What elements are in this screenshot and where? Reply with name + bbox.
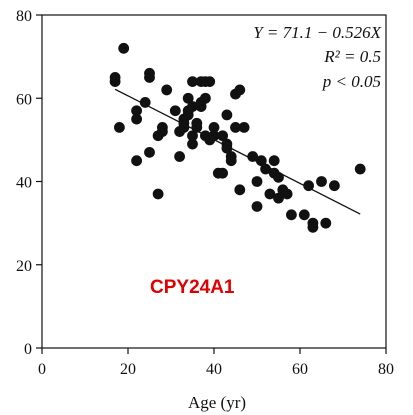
- data-point: [234, 84, 246, 96]
- axis-tick-labels: 0 20 40 60 80 0 20 40 60 80: [16, 8, 394, 378]
- data-point: [208, 121, 220, 133]
- data-point: [169, 105, 181, 117]
- data-point: [307, 221, 319, 233]
- data-point: [298, 209, 310, 221]
- data-point: [118, 42, 130, 54]
- data-point: [114, 121, 125, 133]
- data-point: [247, 151, 259, 162]
- data-point: [144, 146, 155, 158]
- data-point: [264, 188, 276, 200]
- data-point: [354, 163, 366, 175]
- equation-text: Y = 71.1 − 0.526X: [253, 23, 381, 42]
- data-point: [234, 184, 246, 196]
- data-point: [182, 92, 194, 104]
- axis-ticks: [36, 14, 387, 354]
- data-point: [187, 101, 198, 112]
- x-axis-title: Age (yr): [188, 393, 246, 412]
- y-tick-label: 60: [16, 91, 32, 108]
- x-tick-label: 0: [38, 361, 46, 378]
- data-point: [161, 84, 173, 96]
- y-tick-label: 40: [16, 175, 32, 192]
- data-point: [157, 121, 168, 133]
- equation-annotation: Y = 71.1 − 0.526X R² = 0.5 p < 0.05: [253, 23, 381, 91]
- data-point: [273, 171, 284, 183]
- y-tick-label: 80: [16, 8, 32, 25]
- data-point: [316, 176, 327, 187]
- data-point: [260, 163, 271, 175]
- data-point: [230, 121, 241, 133]
- data-point: [255, 155, 267, 167]
- data-point: [187, 138, 198, 150]
- data-point: [268, 155, 280, 167]
- data-point: [281, 188, 293, 200]
- data-point: [221, 142, 233, 154]
- data-point: [174, 151, 186, 162]
- data-point: [191, 121, 203, 133]
- data-point: [329, 180, 340, 192]
- r-squared-text: R² = 0.5: [323, 47, 381, 66]
- data-point: [109, 72, 121, 83]
- data-point: [225, 155, 237, 167]
- data-point: [208, 130, 220, 142]
- data-point: [182, 109, 194, 121]
- data-point: [178, 117, 190, 129]
- data-point: [251, 201, 263, 212]
- data-point: [221, 109, 233, 121]
- y-tick-label: 20: [16, 258, 32, 275]
- data-point: [131, 105, 143, 117]
- x-tick-label: 60: [292, 361, 308, 378]
- data-point: [200, 92, 211, 104]
- data-point: [187, 130, 198, 142]
- data-point: [204, 76, 216, 87]
- regression-line: [114, 88, 361, 215]
- data-point: [152, 188, 164, 200]
- data-point: [320, 217, 332, 229]
- x-tick-label: 80: [378, 361, 394, 378]
- data-point: [217, 130, 229, 142]
- y-tick-label: 0: [24, 341, 32, 358]
- gene-label: CPY24A1: [150, 277, 235, 298]
- data-point: [139, 97, 151, 108]
- data-point: [238, 121, 250, 133]
- x-tick-label: 20: [120, 361, 136, 378]
- data-point: [144, 67, 155, 79]
- x-tick-label: 40: [206, 361, 222, 378]
- data-point: [303, 180, 314, 192]
- p-value-text: p < 0.05: [322, 72, 381, 91]
- data-point: [187, 76, 198, 87]
- data-point: [131, 113, 143, 125]
- data-points: [109, 42, 366, 233]
- data-point: [286, 209, 297, 221]
- data-point: [273, 192, 284, 204]
- data-point: [251, 176, 263, 187]
- data-point: [131, 155, 143, 167]
- data-point: [217, 167, 229, 179]
